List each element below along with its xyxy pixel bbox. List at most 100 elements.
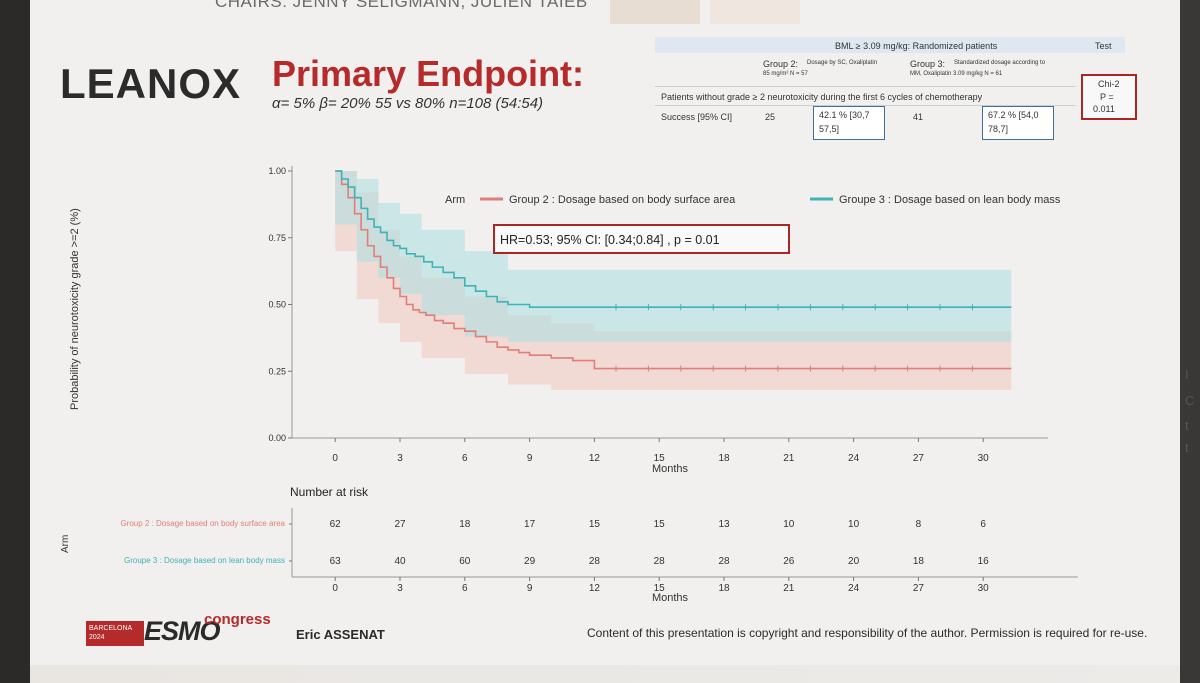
x-tick-label: 3 bbox=[397, 453, 403, 464]
risk-count: 62 bbox=[330, 519, 342, 530]
risk-count: 13 bbox=[718, 519, 730, 530]
group2-ci-box bbox=[813, 106, 885, 140]
risk-count: 20 bbox=[848, 556, 860, 567]
legend-group2: Group 2 : Dosage based on body surface a… bbox=[480, 194, 736, 206]
esmo-year: 2024 bbox=[89, 634, 105, 641]
risk-row-label-group3: Groupe 3 : Dosage based on lean body mas… bbox=[124, 556, 285, 565]
risk-x-tick-label: 6 bbox=[462, 583, 468, 594]
test-column-header: Test bbox=[1095, 41, 1112, 51]
risk-table-title: Number at risk bbox=[290, 485, 369, 499]
summary-table: BML ≥ 3.09 mg/kg: Randomized patients Te… bbox=[655, 37, 1137, 147]
summary-table-header bbox=[655, 37, 1125, 53]
group2-ci: 57,5] bbox=[819, 124, 840, 134]
risk-x-tick-label: 0 bbox=[332, 583, 338, 594]
km-curve-group2 bbox=[335, 170, 1012, 370]
table-divider bbox=[655, 86, 1075, 87]
p-label: P = bbox=[1100, 92, 1114, 102]
risk-count: 6 bbox=[980, 519, 986, 530]
x-axis-label: Months bbox=[652, 463, 689, 475]
x-tick-label: 18 bbox=[718, 453, 730, 464]
x-tick-label: 21 bbox=[783, 453, 795, 464]
risk-count: 28 bbox=[589, 556, 601, 567]
y-tick-label: 0.00 bbox=[268, 433, 286, 443]
group3-subheader: MM, Oxaliplatin 3.09 mg/kg N = 61 bbox=[910, 71, 1003, 77]
y-axis-label: Probability of neurotoxicity grade >=2 (… bbox=[69, 208, 81, 410]
study-name: LEANOX bbox=[60, 60, 242, 107]
risk-x-axis-label: Months bbox=[652, 592, 689, 604]
risk-count: 18 bbox=[459, 519, 471, 530]
risk-x-tick-label: 9 bbox=[527, 583, 533, 594]
legend-label-group2: Group 2 : Dosage based on body surface a… bbox=[509, 194, 736, 206]
y-tick-label: 1.00 bbox=[268, 166, 286, 176]
x-tick-label: 15 bbox=[654, 453, 666, 464]
x-tick-label: 0 bbox=[332, 453, 338, 464]
esmo-badge: BARCELONA 2024 bbox=[86, 621, 144, 646]
header-decoration bbox=[610, 0, 700, 24]
group3-count: 41 bbox=[913, 112, 924, 122]
legend-group3: Groupe 3 : Dosage based on lean body mas… bbox=[810, 194, 1061, 206]
success-label: Success [95% CI] bbox=[661, 112, 733, 122]
risk-count: 10 bbox=[848, 519, 860, 530]
risk-count: 17 bbox=[524, 519, 536, 530]
risk-x-tick-label: 30 bbox=[978, 583, 990, 594]
risk-count: 29 bbox=[524, 556, 536, 567]
km-curve-group3 bbox=[335, 170, 1012, 308]
copyright-notice: Content of this presentation is copyrigh… bbox=[587, 626, 1148, 640]
group2-header: Group 2: bbox=[763, 59, 799, 69]
edge-glyph: t bbox=[1185, 440, 1189, 455]
x-tick-label: 30 bbox=[978, 453, 990, 464]
p-value: 0.011 bbox=[1093, 104, 1115, 114]
risk-x-tick-label: 3 bbox=[397, 583, 403, 594]
esmo-congress: congress bbox=[204, 611, 271, 628]
legend-label-group3: Groupe 3 : Dosage based on lean body mas… bbox=[839, 194, 1061, 206]
group2-ci: 42.1 % [30,7 bbox=[819, 110, 870, 120]
risk-count: 8 bbox=[916, 519, 922, 530]
group2-count: 25 bbox=[765, 112, 776, 122]
esmo-city: BARCELONA bbox=[89, 625, 133, 632]
x-tick-label: 9 bbox=[527, 453, 533, 464]
header-decoration bbox=[710, 0, 800, 24]
x-tick-label: 6 bbox=[462, 453, 468, 464]
table-divider bbox=[655, 105, 1075, 106]
risk-count: 10 bbox=[783, 519, 795, 530]
edge-glyph: t bbox=[1185, 418, 1189, 433]
group3-ci: 78,7] bbox=[988, 124, 1009, 134]
summary-table-title: BML ≥ 3.09 mg/kg: Randomized patients bbox=[835, 41, 998, 51]
risk-x-tick-label: 15 bbox=[654, 583, 666, 594]
risk-count: 26 bbox=[783, 556, 795, 567]
test-name: Chi-2 bbox=[1098, 79, 1120, 89]
risk-x-tick-label: 18 bbox=[718, 583, 730, 594]
group3-header: Group 3: bbox=[910, 59, 946, 69]
study-parameters: α= 5% β= 20% 55 vs 80% n=108 (54:54) bbox=[272, 95, 544, 112]
risk-count: 63 bbox=[330, 556, 342, 567]
y-tick-label: 0.25 bbox=[268, 366, 286, 376]
risk-count: 40 bbox=[394, 556, 406, 567]
group2-subheader: 85 mg/m² N = 57 bbox=[763, 71, 808, 77]
group3-ci: 67.2 % [54,0 bbox=[988, 110, 1039, 120]
y-tick-label: 0.50 bbox=[268, 300, 286, 310]
risk-x-tick-label: 21 bbox=[783, 583, 795, 594]
session-chairs: CHAIRS: JENNY SELIGMANN, JULIEN TAIEB bbox=[215, 0, 588, 11]
group3-ci-box bbox=[982, 106, 1054, 140]
x-tick-label: 27 bbox=[913, 453, 925, 464]
risk-x-tick-label: 24 bbox=[848, 583, 860, 594]
legend-title: Arm bbox=[445, 194, 465, 206]
group2-subheader: Dosage by SC, Oxaliplatin bbox=[807, 60, 878, 66]
author-name: Eric ASSENAT bbox=[296, 627, 385, 642]
risk-count: 16 bbox=[978, 556, 990, 567]
y-tick-label: 0.75 bbox=[268, 233, 286, 243]
risk-count: 60 bbox=[459, 556, 471, 567]
hr-annotation: HR=0.53; 95% CI: [0.34;0.84] , p = 0.01 bbox=[500, 233, 720, 247]
risk-x-tick-label: 12 bbox=[589, 583, 601, 594]
edge-glyph: I bbox=[1185, 367, 1189, 382]
risk-count: 28 bbox=[718, 556, 730, 567]
risk-count: 15 bbox=[654, 519, 666, 530]
risk-count: 27 bbox=[394, 519, 406, 530]
hr-annotation-box bbox=[493, 224, 790, 254]
group3-subheader: Standardized dosage according to bbox=[954, 60, 1046, 66]
risk-count: 18 bbox=[913, 556, 925, 567]
risk-count: 28 bbox=[654, 556, 666, 567]
slide-title: Primary Endpoint: bbox=[272, 53, 585, 94]
esmo-brand: ESMO bbox=[144, 616, 221, 646]
